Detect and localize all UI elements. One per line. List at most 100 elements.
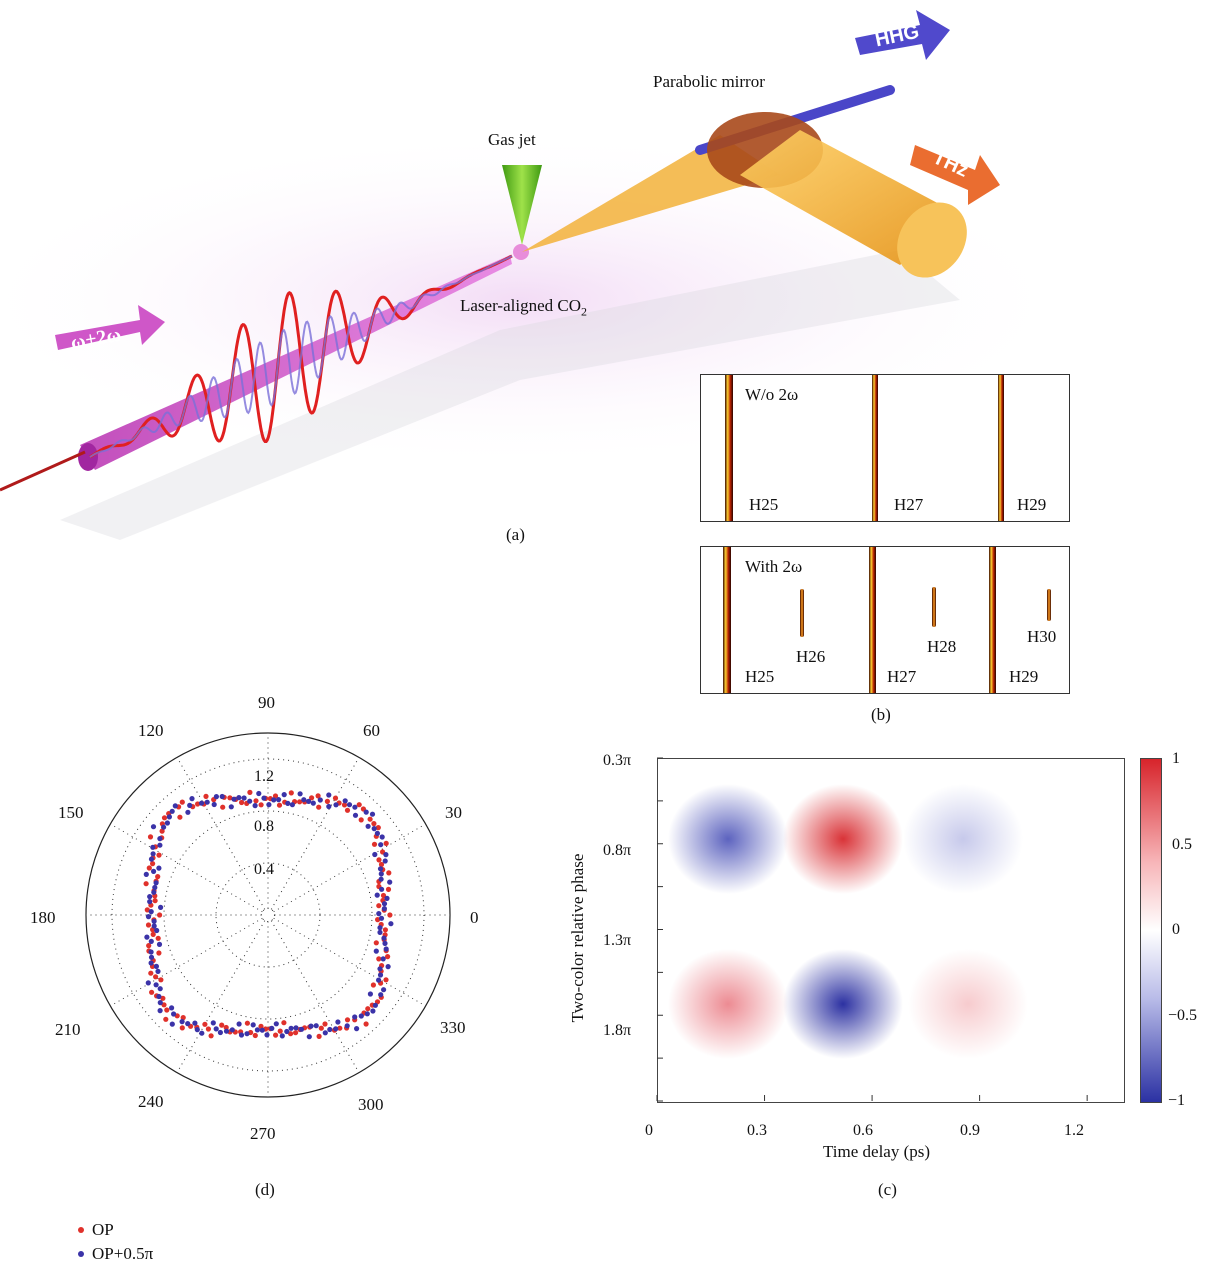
polar-point-op (156, 950, 162, 956)
polar-point-op (376, 903, 382, 909)
polar-point-op (153, 974, 159, 980)
polar-point-op-shifted (157, 1000, 163, 1006)
polar-grid-ring (163, 810, 373, 1020)
spectrum-title-top: W/o 2ω (745, 385, 799, 404)
polar-point-op-shifted (236, 795, 242, 801)
polar-point-op-shifted (381, 987, 387, 993)
polar-grid-spoke (270, 757, 360, 910)
polar-point-op (315, 793, 321, 799)
polar-point-op-shifted (271, 797, 277, 803)
polar-point-op-shifted (288, 1025, 294, 1031)
colorbar-tick: −1 (1168, 1092, 1186, 1109)
polar-point-op-shifted (352, 1014, 358, 1020)
harmonic-label: H30 (1027, 627, 1057, 646)
polar-point-op-shifted (151, 889, 157, 895)
polar-point-op-shifted (256, 790, 262, 797)
polar-point-op (356, 802, 362, 808)
setup-illustration: ω+2ω (0, 10, 1080, 540)
polar-point-op-shifted (385, 964, 391, 970)
heatmap-ytick: 1.3π (603, 932, 632, 949)
heatmap-axes (656, 757, 1088, 1102)
hhg-spectrum-without-2w: W/o 2ω H25 H27 H29 (700, 374, 1070, 522)
caption-d: (d) (255, 1180, 275, 1199)
polar-angle-label: 120 (138, 721, 164, 740)
polar-point-op-shifted (145, 914, 152, 920)
polar-point-op-shifted (370, 1008, 376, 1014)
polar-point-op-shifted (383, 852, 389, 858)
polar-point-op-shifted (151, 918, 157, 924)
polar-point-op (371, 841, 378, 847)
polar-point-op (147, 834, 154, 840)
polar-angle-label: 330 (440, 1018, 466, 1037)
harmonic-label: H29 (1009, 667, 1039, 686)
gas-jet-nozzle (502, 165, 542, 245)
polar-point-op-shifted (155, 968, 161, 974)
polar-point-op-shifted (365, 823, 371, 829)
polar-point-op-shifted (384, 895, 390, 901)
polar-point-op-shifted (169, 808, 175, 814)
polar-point-op (344, 1017, 351, 1023)
polar-point-op-shifted (147, 894, 153, 900)
polar-point-op-shifted (166, 814, 172, 820)
polar-point-op-shifted (199, 1030, 205, 1036)
polar-point-op-shifted (382, 858, 388, 864)
polar-point-op (316, 1033, 322, 1039)
caption-c: (c) (878, 1180, 897, 1199)
polar-grid-ring (261, 908, 275, 922)
polar-point-op-shifted (150, 851, 156, 857)
polar-point-op (239, 799, 245, 806)
polar-point-op-shifted (252, 803, 258, 809)
polar-point-op-shifted (153, 880, 159, 886)
heatmap-ytick: 0.3π (603, 752, 632, 769)
polar-point-op (382, 927, 388, 933)
gas-jet-label: Gas jet (488, 130, 536, 149)
polar-point-op-shifted (153, 963, 159, 969)
polar-point-op-shifted (285, 800, 291, 806)
polar-point-op (376, 857, 382, 863)
polar-point-op (276, 802, 283, 808)
polar-angle-label: 30 (445, 803, 462, 822)
h30-line (1047, 589, 1051, 621)
polar-angle-label: 210 (55, 1020, 81, 1039)
harmonic-label: H29 (1017, 495, 1047, 514)
polar-point-op-shifted (145, 980, 151, 986)
polar-angle-label: 300 (358, 1095, 384, 1114)
polar-point-op-shifted (379, 834, 385, 840)
h29-line (998, 375, 1004, 521)
polar-point-op-shifted (194, 1027, 200, 1033)
polar-grid-spoke (273, 823, 426, 913)
polar-point-op-shifted (185, 809, 191, 815)
polar-point-op-shifted (358, 1013, 364, 1019)
polar-point-op-shifted (346, 802, 353, 808)
polar-point-op-shifted (326, 803, 332, 810)
polar-plot (85, 732, 451, 1098)
gas-focus (513, 244, 529, 260)
polar-point-op-shifted (236, 1021, 242, 1027)
polar-point-op (159, 828, 165, 834)
polar-point-op (385, 954, 391, 960)
polar-point-op-shifted (158, 904, 164, 910)
polar-angle-label: 240 (138, 1092, 164, 1111)
polar-point-op-shifted (377, 866, 384, 872)
polar-point-op-shifted (298, 1026, 305, 1032)
legend-item-op: OP (78, 1218, 153, 1242)
polar-point-op-shifted (377, 966, 383, 972)
polar-point-op-shifted (157, 986, 163, 992)
polar-point-op-shifted (152, 884, 158, 891)
polar-point-op-shifted (310, 800, 316, 806)
polar-point-op-shifted (148, 938, 154, 944)
h28-line (932, 587, 936, 627)
polar-point-op-shifted (354, 1026, 360, 1032)
polar-point-op (146, 865, 152, 871)
polar-point-op-shifted (377, 972, 384, 978)
polar-point-op-shifted (185, 1021, 191, 1027)
polar-point-op (316, 804, 322, 810)
polar-point-op (161, 815, 168, 821)
polar-point-op-shifted (381, 906, 387, 912)
polar-point-op-shifted (377, 925, 383, 931)
hhg-spectrum-with-2w: With 2ω H25 H26 H27 H28 H29 H30 (700, 546, 1070, 694)
polar-point-op (288, 1031, 294, 1037)
polar-point-op-shifted (266, 802, 272, 808)
h27-line (872, 375, 878, 521)
polar-point-op-shifted (238, 1032, 245, 1038)
